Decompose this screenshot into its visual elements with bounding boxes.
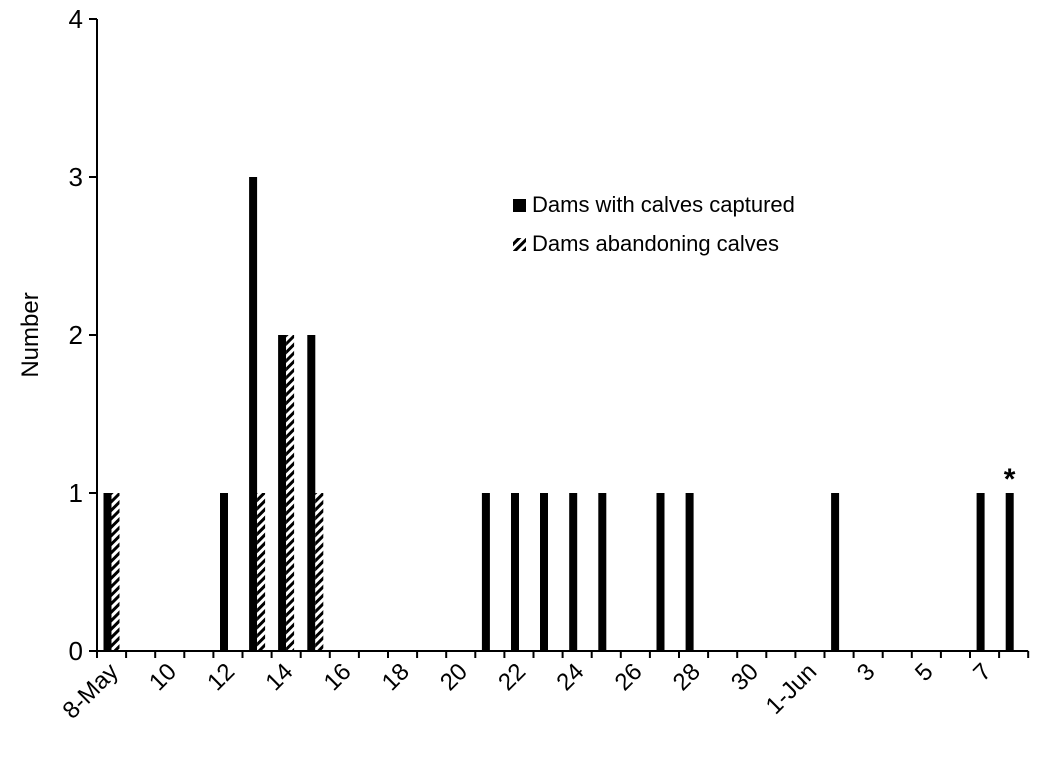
- bar-captured: [685, 493, 694, 651]
- x-tick-label: 7: [968, 658, 997, 687]
- x-tick-label: 3: [852, 658, 881, 687]
- x-tick-label: 30: [726, 658, 764, 696]
- x-tick-label: 1-Jun: [761, 658, 823, 720]
- x-tick-label: 16: [319, 658, 357, 696]
- bar-captured: [249, 177, 258, 651]
- legend: Dams with calves captured Dams abandonin…: [513, 192, 795, 256]
- y-tick-label: 0: [69, 636, 83, 666]
- bar-captured: [278, 335, 287, 651]
- x-tick-label: 5: [910, 658, 939, 687]
- bar-abandoning: [315, 493, 324, 651]
- bar-captured: [598, 493, 607, 651]
- x-tick-label: 28: [668, 658, 706, 696]
- bar-captured: [831, 493, 840, 651]
- annotation-asterisk: *: [1004, 463, 1016, 496]
- bars-layer: [103, 177, 1014, 651]
- legend-swatch-captured: [513, 199, 526, 212]
- y-tick-label: 3: [69, 162, 83, 192]
- bar-captured: [540, 493, 548, 651]
- bar-abandoning: [257, 493, 266, 651]
- bar-captured: [220, 493, 228, 651]
- x-tick-label: 10: [144, 658, 182, 696]
- x-tick-label: 24: [551, 658, 589, 696]
- bar-captured: [307, 335, 316, 651]
- bar-abandoning: [286, 335, 295, 651]
- x-tick-label: 22: [493, 658, 531, 696]
- bar-captured: [976, 493, 985, 651]
- bar-captured: [656, 493, 665, 651]
- legend-label-captured: Dams with calves captured: [532, 192, 795, 217]
- x-tick-label: 26: [610, 658, 648, 696]
- y-tick-label: 2: [69, 320, 83, 350]
- y-tick-label: 4: [69, 4, 83, 34]
- bar-abandoning: [111, 493, 120, 651]
- legend-label-abandoning: Dams abandoning calves: [532, 231, 779, 256]
- x-tick-label: 14: [260, 658, 298, 696]
- bar-captured: [1005, 493, 1014, 651]
- annotations: *: [1004, 463, 1016, 496]
- bar-captured: [569, 493, 578, 651]
- y-axis-title: Number: [17, 292, 44, 377]
- y-tick-label: 1: [69, 478, 83, 508]
- x-tick-label: 12: [202, 658, 240, 696]
- axes: [89, 18, 1030, 658]
- x-tick-label: 20: [435, 658, 473, 696]
- bar-captured: [103, 493, 112, 651]
- legend-swatch-abandoning: [513, 238, 526, 251]
- x-tick-label: 8-May: [58, 658, 124, 724]
- bar-captured: [481, 493, 490, 651]
- x-tick-label: 18: [377, 658, 415, 696]
- bar-captured: [511, 493, 519, 651]
